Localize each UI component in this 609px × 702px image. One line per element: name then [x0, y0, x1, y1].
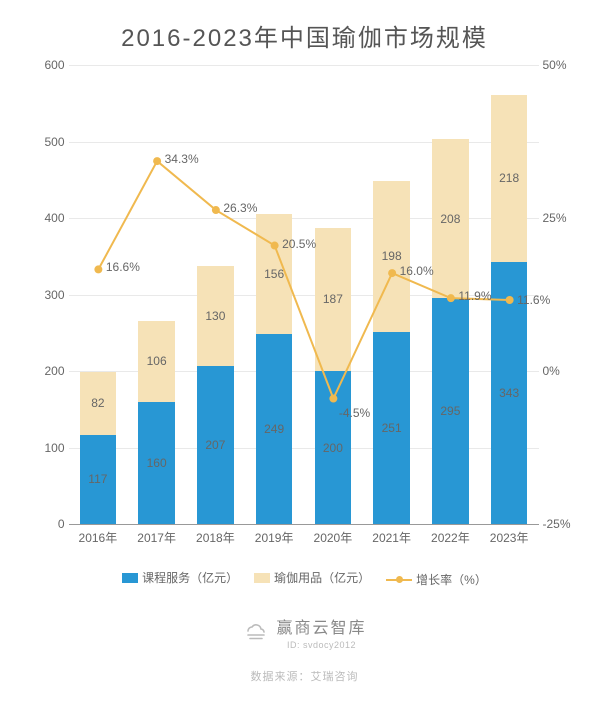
x-tick: 2022年 — [431, 529, 470, 546]
growth-label: 20.5% — [282, 237, 316, 251]
brand-name: 赢商云智库 — [276, 614, 366, 638]
data-source: 数据来源：艾瑞咨询 — [0, 668, 609, 684]
y-left-tick: 600 — [25, 58, 65, 72]
legend-label: 增长率（%） — [416, 571, 487, 588]
x-tick: 2021年 — [372, 529, 411, 546]
growth-point — [388, 269, 396, 277]
growth-label: 26.3% — [223, 201, 257, 215]
growth-point — [153, 157, 161, 165]
x-tick: 2023年 — [490, 529, 529, 546]
x-tick: 2020年 — [314, 529, 353, 546]
x-tick: 2017年 — [137, 529, 176, 546]
growth-label: -4.5% — [339, 406, 370, 420]
legend-item: 瑜伽用品（亿元） — [254, 569, 370, 586]
chart-container: 2016年117822017年1601062018年2071302019年249… — [25, 65, 585, 565]
brand-block: 赢商云智库 ID: svdocy2012 — [0, 614, 609, 650]
chart-title: 2016-2023年中国瑜伽市场规模 — [0, 0, 609, 53]
y-left-tick: 400 — [25, 211, 65, 225]
y-right-tick: 50% — [543, 58, 585, 72]
y-right-tick: 0% — [543, 364, 585, 378]
legend-item: 课程服务（亿元） — [122, 569, 238, 586]
legend-label: 瑜伽用品（亿元） — [274, 569, 370, 586]
growth-point — [446, 294, 454, 302]
y-left-tick: 0 — [25, 517, 65, 531]
growth-point — [94, 265, 102, 273]
y-right-tick: 25% — [543, 211, 585, 225]
brand-id: ID: svdocy2012 — [276, 640, 366, 650]
brand-cloud-icon — [242, 622, 268, 642]
y-right-tick: -25% — [543, 517, 585, 531]
legend-label: 课程服务（亿元） — [142, 569, 238, 586]
x-tick: 2019年 — [255, 529, 294, 546]
growth-point — [270, 242, 278, 250]
growth-label: 11.6% — [517, 293, 550, 307]
y-left-tick: 100 — [25, 441, 65, 455]
legend-item: 增长率（%） — [386, 571, 487, 588]
x-tick: 2018年 — [196, 529, 235, 546]
growth-label: 16.0% — [400, 264, 434, 278]
growth-label: 34.3% — [165, 152, 199, 166]
growth-point — [329, 395, 337, 403]
y-left-tick: 300 — [25, 288, 65, 302]
growth-label: 16.6% — [106, 260, 140, 274]
y-left-tick: 200 — [25, 364, 65, 378]
y-left-tick: 500 — [25, 135, 65, 149]
growth-point — [505, 296, 513, 304]
plot-area: 2016年117822017年1601062018年2071302019年249… — [69, 65, 539, 525]
growth-point — [211, 206, 219, 214]
growth-label: 11.9% — [458, 289, 491, 303]
legend: 课程服务（亿元） 瑜伽用品（亿元） 增长率（%） — [0, 569, 609, 588]
x-tick: 2016年 — [79, 529, 118, 546]
